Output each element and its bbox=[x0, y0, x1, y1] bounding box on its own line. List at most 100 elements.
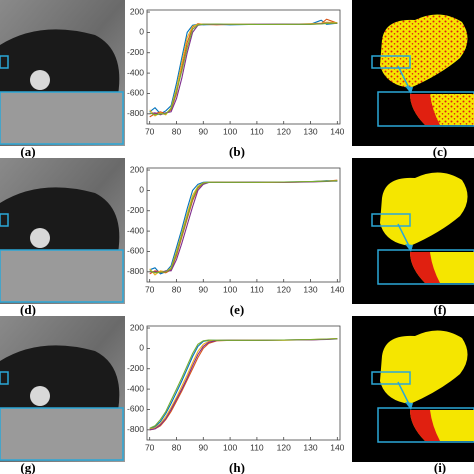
segmentation-image bbox=[352, 316, 474, 462]
x-tick-label: 130 bbox=[303, 442, 317, 452]
ct-roi bbox=[0, 213, 9, 227]
x-tick-label: 120 bbox=[277, 126, 291, 136]
ct-image bbox=[0, 158, 125, 304]
series-line bbox=[149, 179, 338, 275]
series-line bbox=[149, 180, 338, 276]
y-tick-label: -800 bbox=[127, 108, 144, 118]
series-line bbox=[149, 338, 338, 430]
y-tick-label: -800 bbox=[127, 424, 144, 434]
series-line bbox=[149, 18, 338, 118]
y-tick-label: 200 bbox=[130, 322, 144, 332]
x-tick-label: 100 bbox=[223, 126, 237, 136]
x-tick-label: 80 bbox=[172, 126, 182, 136]
y-tick-label: -400 bbox=[127, 67, 144, 77]
panel-label: (d) bbox=[20, 302, 36, 317]
ct-roi bbox=[0, 55, 9, 69]
x-tick-label: 100 bbox=[223, 442, 237, 452]
x-tick-label: 140 bbox=[330, 442, 344, 452]
x-tick-label: 70 bbox=[145, 126, 155, 136]
series-line bbox=[149, 180, 338, 275]
x-tick-label: 110 bbox=[250, 284, 264, 294]
seg-zoom-red bbox=[410, 94, 440, 125]
ct-lung bbox=[0, 29, 120, 95]
panel-label: (b) bbox=[229, 144, 245, 159]
y-tick-label: -200 bbox=[127, 47, 144, 57]
arrow-head bbox=[405, 244, 413, 252]
arrow-head bbox=[405, 86, 413, 94]
series-line bbox=[149, 180, 338, 274]
x-tick-label: 130 bbox=[303, 126, 317, 136]
seg-roi bbox=[371, 55, 411, 69]
ct-roi bbox=[0, 371, 9, 385]
panel-label: (g) bbox=[20, 460, 35, 474]
arrow bbox=[397, 223, 411, 249]
x-tick-label: 90 bbox=[199, 126, 209, 136]
series-line bbox=[149, 21, 338, 117]
ct-vertebra bbox=[30, 70, 50, 90]
x-tick-label: 140 bbox=[330, 284, 344, 294]
x-tick-label: 120 bbox=[277, 442, 291, 452]
ct-zoom bbox=[0, 249, 124, 303]
x-tick-label: 120 bbox=[277, 284, 291, 294]
panel-label: (i) bbox=[434, 460, 446, 474]
panel-label: (h) bbox=[229, 460, 245, 474]
arrow-head bbox=[405, 402, 413, 410]
series-line bbox=[149, 338, 338, 429]
x-tick-label: 90 bbox=[199, 284, 209, 294]
series-line bbox=[149, 338, 338, 430]
x-tick-label: 130 bbox=[303, 284, 317, 294]
x-tick-label: 110 bbox=[250, 442, 264, 452]
ct-lung bbox=[0, 187, 120, 253]
seg-zoom-red bbox=[410, 410, 440, 441]
x-tick-label: 70 bbox=[145, 284, 155, 294]
ct-vertebra bbox=[30, 386, 50, 406]
series-line bbox=[149, 22, 338, 116]
x-tick-label: 80 bbox=[172, 284, 182, 294]
y-tick-label: -600 bbox=[127, 88, 144, 98]
y-tick-label: 0 bbox=[139, 185, 144, 195]
ct-image bbox=[0, 0, 125, 146]
y-tick-label: 0 bbox=[139, 27, 144, 37]
plot-frame bbox=[146, 325, 341, 441]
arrow bbox=[397, 381, 411, 407]
arrow bbox=[397, 65, 411, 91]
series-line bbox=[149, 338, 338, 431]
ct-image bbox=[0, 316, 125, 462]
y-tick-label: 200 bbox=[130, 6, 144, 16]
segmentation-image bbox=[352, 0, 474, 146]
seg-zoom-red bbox=[410, 252, 440, 283]
plot-frame bbox=[146, 9, 341, 125]
y-tick-label: -600 bbox=[127, 246, 144, 256]
seg-region bbox=[380, 330, 468, 404]
x-tick-label: 80 bbox=[172, 442, 182, 452]
x-tick-label: 140 bbox=[330, 126, 344, 136]
ct-zoom bbox=[0, 91, 124, 145]
seg-region bbox=[380, 172, 468, 246]
y-tick-label: -400 bbox=[127, 225, 144, 235]
panel-label: (a) bbox=[20, 144, 35, 159]
x-tick-label: 70 bbox=[145, 442, 155, 452]
y-tick-label: -800 bbox=[127, 266, 144, 276]
series-line bbox=[149, 19, 338, 115]
y-tick-label: 200 bbox=[130, 164, 144, 174]
y-tick-label: -600 bbox=[127, 404, 144, 414]
seg-region bbox=[380, 14, 468, 88]
y-tick-label: -200 bbox=[127, 205, 144, 215]
seg-roi bbox=[371, 371, 411, 385]
y-tick-label: -200 bbox=[127, 363, 144, 373]
ct-zoom bbox=[0, 407, 124, 461]
x-tick-label: 90 bbox=[199, 442, 209, 452]
panel-label: (f) bbox=[434, 302, 447, 317]
plot-frame bbox=[146, 167, 341, 283]
segmentation-image bbox=[352, 158, 474, 304]
ct-lung bbox=[0, 345, 120, 411]
series-line bbox=[149, 338, 338, 431]
y-tick-label: 0 bbox=[139, 343, 144, 353]
series-line bbox=[149, 180, 338, 274]
y-tick-label: -400 bbox=[127, 383, 144, 393]
x-tick-label: 110 bbox=[250, 126, 264, 136]
x-tick-label: 100 bbox=[223, 284, 237, 294]
ct-vertebra bbox=[30, 228, 50, 248]
panel-label: (e) bbox=[230, 302, 244, 317]
